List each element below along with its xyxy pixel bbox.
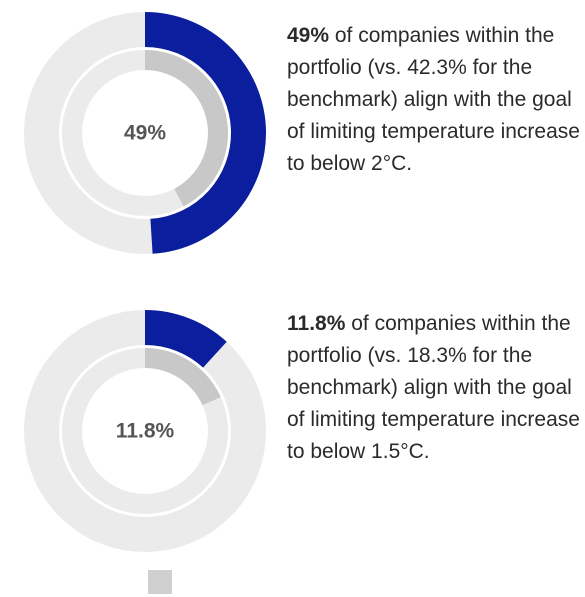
donut-segment: [145, 50, 228, 207]
center-label: 49%: [124, 122, 166, 145]
donut-segment: [145, 12, 266, 254]
legend-swatch: [148, 570, 172, 594]
caption: 49% of companies within the portfolio (v…: [287, 20, 583, 180]
caption-lead: 49%: [287, 24, 330, 47]
center-label: 11.8%: [116, 420, 175, 443]
caption-text: of companies within the portfolio (vs. 1…: [287, 312, 580, 463]
donut-segment: [145, 348, 221, 406]
caption: 11.8% of companies within the portfolio …: [287, 308, 583, 468]
caption-lead: 11.8%: [287, 312, 346, 335]
donut-segment: [145, 310, 227, 368]
caption-text: of companies within the portfolio (vs. 4…: [287, 24, 580, 175]
